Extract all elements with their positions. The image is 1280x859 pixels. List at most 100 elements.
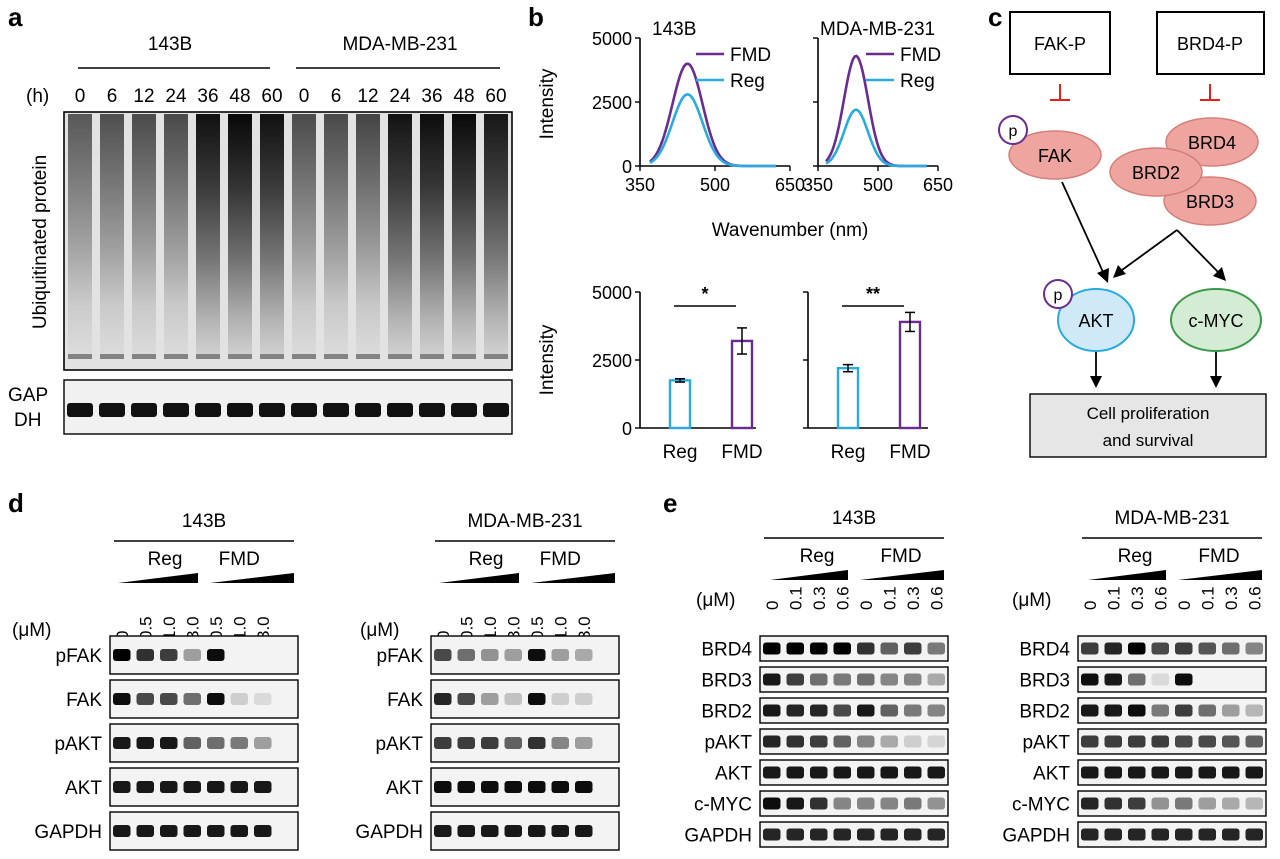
dose-wedge-reg xyxy=(118,573,198,583)
brd2-node xyxy=(1109,147,1203,197)
blot-band xyxy=(786,704,804,717)
blot-band xyxy=(1128,704,1146,717)
spectrum-line-reg xyxy=(825,108,927,168)
spectra-charts: 0 2500 5000 350 500 650 143B FMD Reg 350 500 650 MDA… xyxy=(537,19,953,241)
gapdh-band xyxy=(323,403,349,417)
ubiquitin-axis-label: Ubiquitinated protein xyxy=(30,155,51,329)
blot-band xyxy=(1198,828,1216,841)
blot-band xyxy=(575,649,593,661)
blot-band xyxy=(927,828,945,841)
panel-b: b 0 2500 5000 350 500 650 143B FMD Reg 350 500 650 M… xyxy=(528,2,953,463)
legend-label-reg: Reg xyxy=(900,71,935,92)
bar-category-label: FMD xyxy=(889,442,930,463)
ubiquitin-lane xyxy=(260,114,284,354)
panel-a-label: a xyxy=(8,2,23,32)
blot-band xyxy=(833,704,851,717)
spectrum-x-axis-label: Wavenumber (nm) xyxy=(712,220,869,241)
blot-band xyxy=(1081,642,1099,655)
y-tick-label: 2500 xyxy=(592,351,632,371)
outcome-line1: Cell proliferation xyxy=(1087,404,1210,423)
timepoint-label: 60 xyxy=(261,86,282,107)
blot-band xyxy=(457,781,475,793)
condition-label-fmd: FMD xyxy=(540,549,581,570)
bar-charts: 0 2500 5000 Reg FMD * Reg FMD ** Intensity xyxy=(537,283,931,463)
blot-band xyxy=(183,737,201,749)
blot-band xyxy=(183,649,201,661)
dose-label: 0.3 xyxy=(1222,586,1241,610)
panel-c: c FAK-P BRD4-P FAK p BRD4 BRD3 BRD2 xyxy=(988,2,1267,458)
blot-cell-title: MDA-MB-231 xyxy=(1114,508,1229,529)
blot-band xyxy=(481,693,499,705)
blot-band xyxy=(207,825,225,837)
fak-node xyxy=(1008,130,1102,180)
spectrum-chart: 350 500 650 MDA-MB-231 FMD Reg xyxy=(803,19,953,195)
blot-band xyxy=(1175,828,1193,841)
blot-band xyxy=(457,825,475,837)
blot-band xyxy=(136,693,154,705)
blot-band xyxy=(504,693,522,705)
ubiquitin-lane-band xyxy=(132,354,156,359)
blot-band xyxy=(230,825,248,837)
blot-band xyxy=(810,735,828,748)
blot-row-label: BRD3 xyxy=(1019,671,1070,692)
x-tick-label: 650 xyxy=(775,175,805,195)
spectrum-y-axis-label: Intensity xyxy=(537,68,558,139)
blot-band xyxy=(254,825,272,837)
blot-band xyxy=(1198,642,1216,655)
blot-band xyxy=(113,781,131,793)
blot-band xyxy=(810,642,828,655)
blot-band xyxy=(1222,704,1240,717)
blot-band xyxy=(207,737,225,749)
blot-band xyxy=(1222,797,1240,810)
blot-row-label: c-MYC xyxy=(694,795,752,816)
timepoint-label: 24 xyxy=(165,86,187,107)
blot-band xyxy=(857,766,875,779)
ubiquitin-lane-band xyxy=(324,354,348,359)
bar-chart: 0 2500 5000 Reg FMD * xyxy=(592,283,763,463)
akt-phospho-marker xyxy=(1043,279,1073,309)
myc-node xyxy=(1170,288,1262,352)
gapdh-band xyxy=(99,403,125,417)
blot-band xyxy=(810,766,828,779)
dose-label: 0.5 xyxy=(528,616,547,640)
spectrum-title: 143B xyxy=(652,19,696,40)
blot-band xyxy=(1081,766,1099,779)
blot-band xyxy=(1222,828,1240,841)
brd4-inhibitor-box xyxy=(1156,11,1265,75)
blot-band xyxy=(434,649,452,661)
dose-label: 0.1 xyxy=(786,586,805,610)
blot-band xyxy=(763,673,781,686)
dose-label: 3.0 xyxy=(254,616,273,640)
ubiquitin-lane-band xyxy=(388,354,412,359)
blot-band xyxy=(1128,828,1146,841)
blot-band xyxy=(1222,642,1240,655)
brd4-node-label: BRD4 xyxy=(1188,133,1236,153)
blot-band xyxy=(904,766,922,779)
blot-band xyxy=(1151,797,1169,810)
ubiquitin-lane xyxy=(452,114,476,354)
ubiquitin-blot-border xyxy=(63,111,513,371)
blot-band xyxy=(113,693,131,705)
blot-band xyxy=(434,781,452,793)
ubiquitin-lane-band xyxy=(196,354,220,359)
condition-label-reg: Reg xyxy=(800,546,835,567)
condition-label-fmd: FMD xyxy=(219,549,260,570)
ubiquitin-lane-band xyxy=(292,354,316,359)
dose-label: 0 xyxy=(1081,601,1100,610)
condition-label-fmd: FMD xyxy=(880,546,921,567)
ubiquitin-lane xyxy=(68,114,92,354)
x-tick-label: 350 xyxy=(625,175,655,195)
blot-band xyxy=(880,797,898,810)
blot-band xyxy=(857,735,875,748)
bar-category-label: FMD xyxy=(721,442,762,463)
blot-band xyxy=(230,693,248,705)
blot-band xyxy=(786,766,804,779)
blot-band xyxy=(927,704,945,717)
blot-band xyxy=(857,673,875,686)
brd3-node-label: BRD3 xyxy=(1186,192,1234,212)
